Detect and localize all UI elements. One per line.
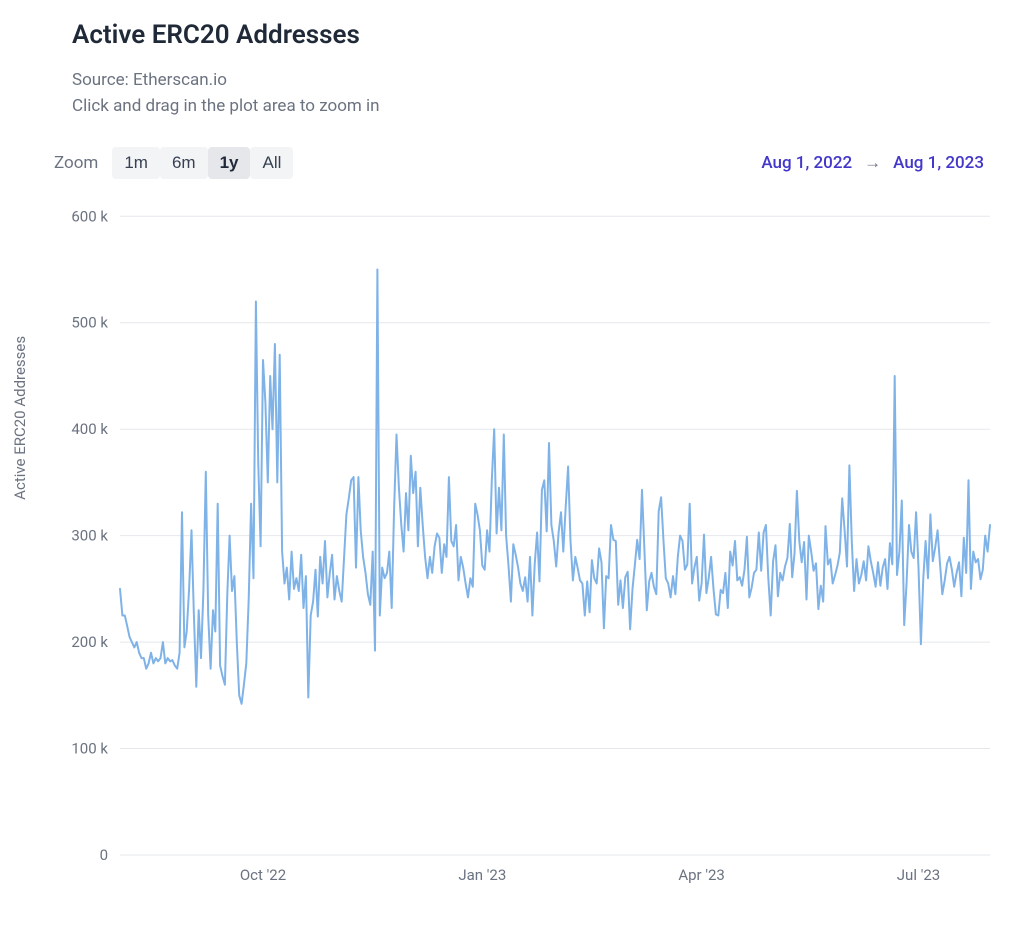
zoom-6m-button[interactable]: 6m — [160, 147, 208, 179]
y-tick-label: 0 — [100, 846, 108, 864]
line-chart-svg: 0 100 k 200 k 300 k 400 k 500 k 600 k Oct '22 Ja… — [30, 185, 1000, 895]
y-axis-title: Active ERC20 Addresses — [11, 336, 29, 500]
data-line — [120, 270, 990, 704]
chart-title: Active ERC20 Addresses — [72, 20, 994, 50]
controls-row: Zoom 1m6m1yAll Aug 1, 2022 → Aug 1, 2023 — [54, 147, 984, 179]
zoom-1m-button[interactable]: 1m — [112, 147, 160, 179]
zoom-label: Zoom — [54, 153, 98, 173]
y-tick-label: 300 k — [71, 527, 108, 545]
date-from[interactable]: Aug 1, 2022 — [761, 153, 852, 173]
y-tick-label: 100 k — [71, 740, 108, 758]
subtitle-source: Source: Etherscan.io — [72, 68, 994, 94]
x-tick-label: Apr '23 — [678, 866, 725, 884]
zoom-1y-button[interactable]: 1y — [208, 147, 251, 179]
y-tick-label: 400 k — [71, 420, 108, 438]
y-tick-label: 200 k — [71, 633, 108, 651]
y-tick-label: 500 k — [71, 314, 108, 332]
y-tick-label: 600 k — [71, 207, 108, 225]
zoom-all-button[interactable]: All — [250, 147, 293, 179]
x-tick-label: Oct '22 — [240, 866, 286, 884]
date-range: Aug 1, 2022 → Aug 1, 2023 — [761, 153, 984, 173]
chart-subtitle: Source: Etherscan.io Click and drag in t… — [72, 68, 994, 119]
zoom-controls: Zoom 1m6m1yAll — [54, 147, 293, 179]
subtitle-hint: Click and drag in the plot area to zoom … — [72, 94, 994, 120]
date-to[interactable]: Aug 1, 2023 — [893, 153, 984, 173]
x-tick-label: Jul '23 — [897, 866, 940, 884]
chart-area[interactable]: Active ERC20 Addresses 0100 k200 k300 k4… — [30, 185, 994, 895]
arrow-icon: → — [864, 153, 881, 173]
x-tick-label: Jan '23 — [458, 866, 506, 884]
